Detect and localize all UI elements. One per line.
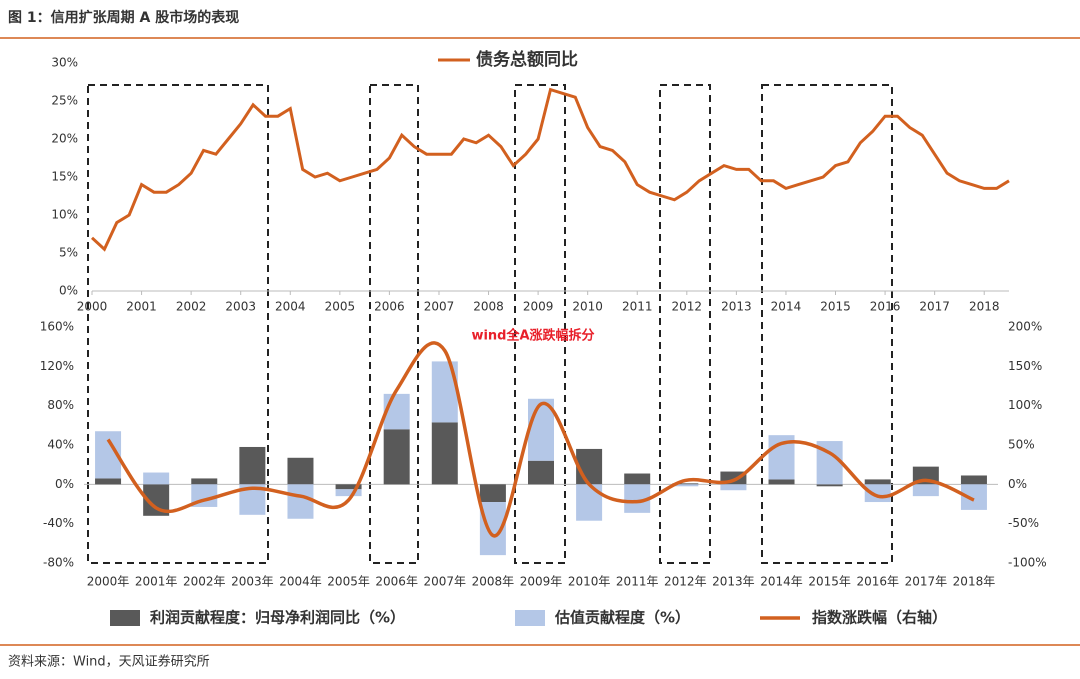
x-tick-label: 2014 [771, 300, 802, 314]
y-tick-label: 10% [51, 208, 78, 222]
bar [960, 475, 987, 485]
data-line [106, 341, 975, 538]
bar [768, 479, 795, 485]
x-tick-label: 2013 [721, 300, 752, 314]
x-tick-label: 2001 [126, 300, 157, 314]
y2-tick-label: 0% [1008, 477, 1027, 491]
bar [191, 478, 218, 485]
x-tick-label: 2004年 [279, 575, 322, 589]
x-tick-label: 2000年 [87, 575, 130, 589]
bar [287, 457, 314, 485]
x-tick-label: 2018 [969, 300, 1000, 314]
x-tick-label: 2007年 [424, 575, 467, 589]
x-tick-label: 2005年 [327, 575, 370, 589]
y2-tick-label: -50% [1008, 516, 1039, 530]
highlight-box [514, 84, 566, 564]
highlight-box [659, 84, 711, 564]
x-tick-label: 2008 [473, 300, 504, 314]
bar [383, 429, 410, 485]
y-tick-label: 20% [51, 132, 78, 146]
y-tick-label: 30% [51, 56, 78, 70]
x-tick-label: 2001年 [135, 575, 178, 589]
x-tick-label: 2008年 [472, 575, 515, 589]
x-tick-label: 2010 [572, 300, 603, 314]
y-tick-label: -40% [43, 516, 74, 530]
highlight-box [87, 84, 269, 564]
bar [143, 472, 170, 485]
bar [720, 484, 747, 491]
chart-title: wind全A涨跌幅拆分 [471, 328, 594, 344]
bar [95, 478, 122, 485]
x-tick-label: 2010年 [568, 575, 611, 589]
y2-tick-label: -100% [1008, 556, 1047, 570]
bar [528, 460, 554, 485]
y-tick-label: 160% [40, 320, 74, 334]
y-tick-label: 25% [51, 94, 78, 108]
x-tick-label: 2015年 [808, 575, 851, 589]
legend-swatch [515, 610, 545, 626]
bar [431, 422, 458, 485]
x-tick-label: 2018年 [953, 575, 996, 589]
bar [239, 446, 266, 485]
x-tick-label: 2006 [374, 300, 405, 314]
legend-label: 利润贡献程度：归母净利润同比（%） [150, 609, 405, 627]
highlight-box [761, 84, 893, 564]
x-tick-label: 2000 [77, 300, 108, 314]
y-tick-label: 80% [47, 398, 74, 412]
x-tick-label: 2005 [325, 300, 356, 314]
x-tick-label: 2007 [424, 300, 455, 314]
x-tick-label: 2002年 [183, 575, 226, 589]
legend-swatch [110, 610, 140, 626]
x-tick-label: 2016年 [856, 575, 899, 589]
bar [864, 479, 891, 485]
x-tick-label: 2009 [523, 300, 554, 314]
x-tick-label: 2002 [176, 300, 207, 314]
y2-tick-label: 100% [1008, 398, 1042, 412]
bar [335, 489, 362, 497]
legend-label: 估值贡献程度（%） [554, 609, 690, 627]
x-tick-label: 2014年 [760, 575, 803, 589]
x-tick-label: 2017 [919, 300, 950, 314]
y-tick-label: -80% [43, 556, 74, 570]
y-tick-label: 120% [40, 359, 74, 373]
x-tick-label: 2003 [225, 300, 256, 314]
legend-label: 指数涨跌幅（右轴） [812, 609, 947, 627]
bar [576, 484, 603, 521]
bar [672, 483, 699, 485]
y-tick-label: 5% [59, 246, 78, 260]
highlight-box [369, 84, 419, 564]
bar [479, 484, 506, 503]
x-tick-label: 2015 [820, 300, 851, 314]
x-tick-label: 2009年 [520, 575, 563, 589]
x-tick-label: 2004 [275, 300, 306, 314]
y-tick-label: 0% [59, 284, 78, 298]
x-tick-label: 2006年 [375, 575, 418, 589]
legend-label: 债务总额同比 [476, 49, 578, 70]
x-tick-label: 2017年 [905, 575, 948, 589]
bar [912, 484, 939, 497]
data-line [90, 87, 1010, 252]
bar [335, 484, 362, 490]
bar [287, 484, 314, 519]
page-title: 图 1：信用扩张周期 A 股市场的表现 [8, 9, 239, 26]
y2-tick-label: 150% [1008, 359, 1042, 373]
x-tick-label: 2012年 [664, 575, 707, 589]
y2-tick-label: 50% [1008, 438, 1035, 452]
x-tick-label: 2003年 [231, 575, 274, 589]
x-tick-label: 2016 [870, 300, 901, 314]
x-tick-label: 2011 [622, 300, 653, 314]
y-tick-label: 15% [51, 170, 78, 184]
y-tick-label: 0% [55, 477, 74, 491]
y2-tick-label: 200% [1008, 320, 1042, 334]
y-tick-label: 40% [47, 438, 74, 452]
bar [672, 484, 699, 487]
bar [624, 473, 651, 485]
x-tick-label: 2013年 [712, 575, 755, 589]
highlight-boxes [87, 84, 893, 564]
bar [816, 484, 843, 487]
x-tick-label: 2012 [672, 300, 703, 314]
x-tick-label: 2011年 [616, 575, 659, 589]
source-note: 资料来源：Wind，天风证券研究所 [8, 654, 210, 670]
